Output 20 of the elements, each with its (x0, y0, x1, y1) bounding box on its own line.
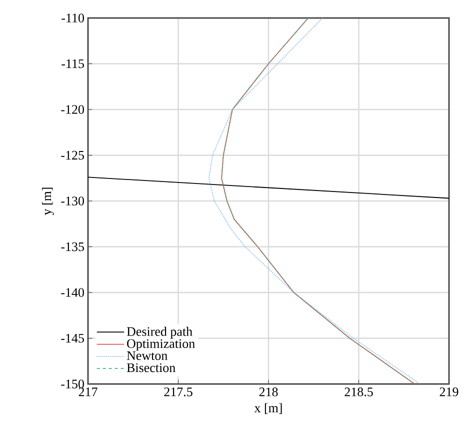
x-tick-label: 219 (440, 388, 458, 396)
y-tick-label: -130 (61, 196, 84, 206)
legend-label: Optimization (127, 339, 195, 351)
y-tick-label: -110 (62, 14, 84, 22)
x-tick-label: 217 (78, 388, 98, 396)
x-tick-label: 218 (259, 388, 278, 396)
legend-label: Desired path (126, 326, 192, 339)
y-tick-label: -150 (61, 380, 84, 388)
y-tick-label: -145 (61, 334, 84, 343)
legend-label: Newton (126, 351, 168, 360)
y-tick-label: -115 (62, 59, 84, 68)
y-tick-label: -135 (61, 242, 84, 252)
y-tick-label: -140 (61, 288, 84, 297)
x-tick-label: 217.5 (164, 388, 192, 396)
y-axis-title: y [m] (42, 188, 54, 216)
x-axis-title: x [m] (254, 403, 282, 414)
y-tick-label: -125 (61, 150, 84, 160)
x-tick-label: 218.5 (344, 388, 373, 396)
legend-label: Bisection (126, 363, 176, 372)
y-tick-label: -120 (61, 105, 84, 114)
